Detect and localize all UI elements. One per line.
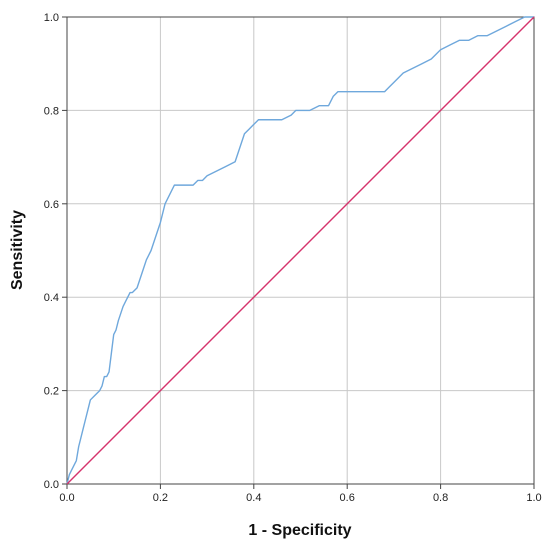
roc-curve-line [66,16,534,485]
plot-frame [66,16,535,485]
x-axis-title: 1 - Specificity [248,522,351,539]
x-tick-label: 0.0 [59,492,74,504]
series-layer [66,16,535,485]
y-tick-label: 0.4 [44,292,59,304]
y-tick-label: 0.8 [44,105,59,117]
x-tick-label: 0.2 [153,492,168,504]
x-tick-label: 0.6 [340,492,355,504]
x-tick-label: 1.0 [526,492,541,504]
y-tick-label: 0.6 [44,199,59,211]
y-tick-label: 0.0 [44,479,59,491]
y-axis-ticks: 0.0 0.2 0.4 0.6 0.8 1.0 [44,12,67,491]
y-axis-title: Sensitivity [9,210,26,290]
y-tick-label: 1.0 [44,12,59,24]
x-axis-ticks: 0.0 0.2 0.4 0.6 0.8 1.0 [59,484,542,504]
reference-diagonal-line [66,16,535,485]
y-tick-label: 0.2 [44,386,59,398]
x-tick-label: 0.4 [246,492,261,504]
x-tick-label: 0.8 [433,492,448,504]
